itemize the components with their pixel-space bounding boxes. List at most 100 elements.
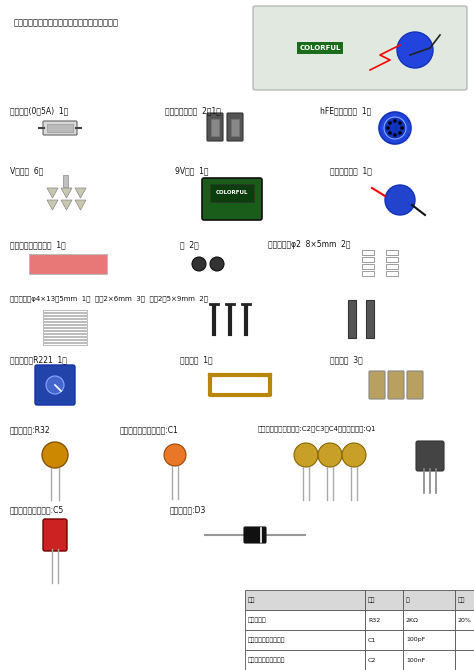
Bar — [210, 184, 254, 202]
Text: R32: R32 — [368, 618, 380, 622]
Text: フィルムコンデンサ:C5: フィルムコンデンサ:C5 — [10, 505, 64, 514]
Bar — [43, 325, 87, 327]
Bar — [455, 590, 474, 610]
Text: C2: C2 — [368, 657, 376, 663]
Circle shape — [210, 257, 224, 271]
Text: 半固定抵抗R221  1個: 半固定抵抗R221 1個 — [10, 355, 67, 364]
Text: サーミスタ:R32: サーミスタ:R32 — [10, 425, 51, 434]
Circle shape — [398, 131, 402, 135]
Bar — [455, 630, 474, 650]
Bar — [403, 590, 455, 610]
Bar — [366, 300, 374, 338]
Text: スプリングφ4×13．5mm  1個  ネジ2×6mm  3個  ネジ2．5×9mm  2個: スプリングφ4×13．5mm 1個 ネジ2×6mm 3個 ネジ2．5×9mm 2… — [10, 295, 208, 302]
Bar — [362, 271, 374, 276]
FancyBboxPatch shape — [227, 113, 243, 141]
Bar — [43, 313, 87, 315]
Polygon shape — [61, 188, 72, 198]
Bar — [43, 334, 87, 336]
Bar — [365, 630, 403, 650]
Text: セラミックコンデンサ:C2、C3、C4トランジスタ:Q1: セラミックコンデンサ:C2、C3、C4トランジスタ:Q1 — [258, 425, 377, 431]
FancyBboxPatch shape — [369, 371, 385, 399]
Text: COLORFUL: COLORFUL — [299, 45, 341, 51]
Circle shape — [42, 442, 68, 468]
Circle shape — [384, 117, 406, 139]
FancyBboxPatch shape — [416, 441, 444, 471]
Bar — [348, 300, 356, 338]
FancyBboxPatch shape — [388, 371, 404, 399]
FancyBboxPatch shape — [43, 519, 67, 551]
FancyBboxPatch shape — [202, 178, 262, 220]
Circle shape — [400, 126, 404, 130]
Text: セラミックコンデンサ: セラミックコンデンサ — [248, 637, 285, 643]
Text: 玉  2個: 玉 2個 — [180, 240, 199, 249]
Text: ヒューズホルダ  2個1対: ヒューズホルダ 2個1対 — [165, 106, 221, 115]
Bar — [386, 271, 398, 276]
Bar — [43, 319, 87, 321]
Bar — [386, 250, 398, 255]
Text: セラミックコンデンサ: セラミックコンデンサ — [248, 657, 285, 663]
Circle shape — [318, 443, 342, 467]
FancyBboxPatch shape — [35, 365, 75, 405]
Bar — [365, 610, 403, 630]
Circle shape — [393, 119, 397, 123]
Bar — [43, 343, 87, 345]
Bar — [43, 328, 87, 330]
Polygon shape — [75, 200, 86, 210]
Bar — [231, 119, 239, 136]
Circle shape — [342, 443, 366, 467]
Bar — [43, 322, 87, 324]
Text: 名称: 名称 — [248, 597, 255, 603]
Bar — [245, 630, 365, 650]
Text: 右の図の袋の中には下の部品が入っています。: 右の図の袋の中には下の部品が入っています。 — [14, 18, 119, 27]
Bar — [47, 124, 73, 132]
Text: 2KΩ: 2KΩ — [406, 618, 419, 622]
Bar — [403, 610, 455, 630]
FancyBboxPatch shape — [43, 121, 77, 135]
Text: 100pF: 100pF — [406, 637, 425, 643]
Text: 誤差: 誤差 — [458, 597, 465, 603]
Bar — [455, 610, 474, 630]
Bar — [362, 250, 374, 255]
Bar — [386, 264, 398, 269]
Circle shape — [388, 121, 392, 125]
Circle shape — [46, 376, 64, 394]
Text: COLORFUL: COLORFUL — [216, 190, 248, 196]
Text: 端子支柱  3本: 端子支柱 3本 — [330, 355, 363, 364]
Text: 9V電池  1個: 9V電池 1個 — [175, 166, 209, 175]
Bar — [362, 264, 374, 269]
FancyBboxPatch shape — [253, 6, 467, 90]
Polygon shape — [47, 200, 58, 210]
Bar — [362, 257, 374, 262]
Text: 値: 値 — [406, 597, 410, 603]
Circle shape — [398, 121, 402, 125]
Bar — [43, 310, 87, 312]
Circle shape — [388, 131, 392, 135]
Text: 20%: 20% — [458, 618, 472, 622]
Bar — [245, 610, 365, 630]
Text: 100nF: 100nF — [406, 657, 425, 663]
Polygon shape — [61, 200, 72, 210]
Bar — [43, 331, 87, 333]
Text: C1: C1 — [368, 637, 376, 643]
Polygon shape — [75, 188, 86, 198]
Circle shape — [397, 32, 433, 68]
Circle shape — [386, 126, 390, 130]
Bar — [63, 175, 68, 187]
Bar — [43, 316, 87, 318]
Circle shape — [294, 443, 318, 467]
Bar — [403, 650, 455, 670]
Text: サーミスタ: サーミスタ — [248, 617, 267, 623]
Text: スプリングφ2  8×5mm  2個: スプリングφ2 8×5mm 2個 — [268, 240, 350, 249]
Bar — [245, 650, 365, 670]
Bar — [43, 340, 87, 342]
FancyBboxPatch shape — [244, 527, 266, 543]
Bar — [245, 590, 365, 610]
Text: V型端子  6個: V型端子 6個 — [10, 166, 44, 175]
Bar — [403, 630, 455, 650]
Circle shape — [192, 257, 206, 271]
Circle shape — [164, 444, 186, 466]
Circle shape — [379, 112, 411, 144]
Circle shape — [385, 185, 415, 215]
Bar — [365, 590, 403, 610]
Text: ヒューズ(0．5A)  1個: ヒューズ(0．5A) 1個 — [10, 106, 68, 115]
